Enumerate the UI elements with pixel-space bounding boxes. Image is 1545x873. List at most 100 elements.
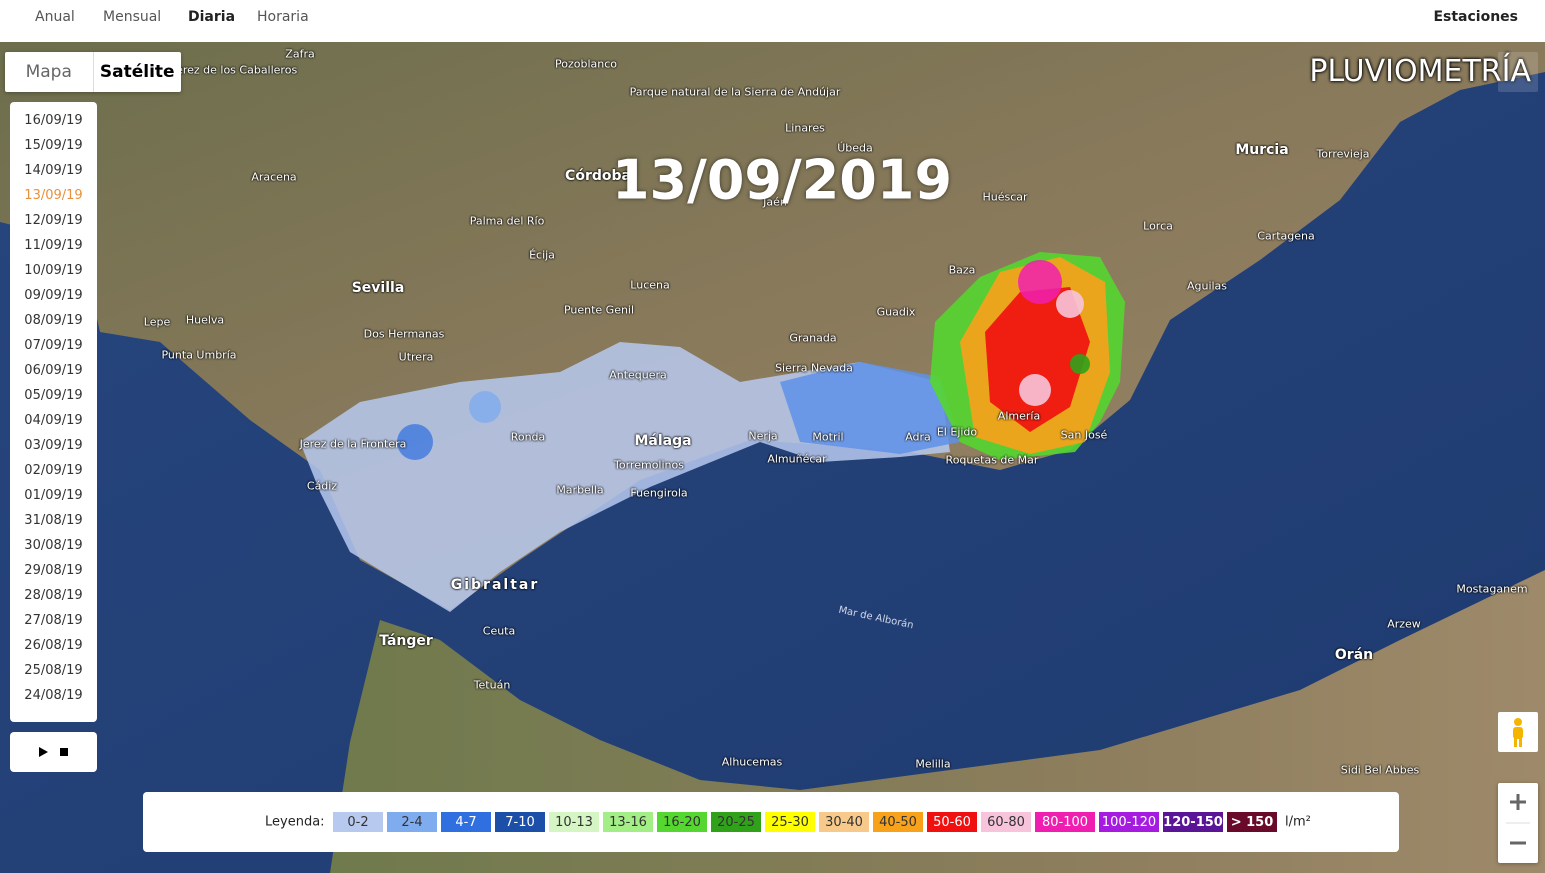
nav-tab[interactable]: Horaria	[257, 9, 309, 25]
fullscreen-button[interactable]	[1498, 52, 1538, 92]
map-label: Punta Umbría	[161, 348, 237, 362]
legend-item: 0-2	[333, 812, 383, 832]
date-list: 16/09/19 15/09/19 14/09/19 13/09/19 12/09/19…	[10, 102, 97, 722]
street-view-button[interactable]	[1498, 712, 1538, 752]
legend-item: 120-150	[1163, 812, 1223, 832]
map-label: Lepe	[143, 315, 171, 329]
map-label: Murcia	[1235, 142, 1289, 158]
map-label: Córdoba	[565, 168, 631, 184]
legend-item: 13-16	[603, 812, 653, 832]
map-label: Marbella	[556, 483, 604, 497]
rain-area-light	[300, 342, 950, 612]
nav-tab[interactable]: Anual	[35, 9, 75, 25]
map-label: Málaga	[634, 433, 692, 449]
map-label: Aguilas	[1186, 279, 1228, 293]
date-item[interactable]: 10/09/19	[24, 263, 83, 278]
legend-label: Leyenda:	[265, 814, 325, 830]
date-item[interactable]: 11/09/19	[24, 238, 83, 253]
zoom-in[interactable]	[1510, 794, 1526, 810]
legend-item: 7-10	[495, 812, 545, 832]
rain-cell	[1019, 374, 1051, 406]
map-label: Alhucemas	[721, 755, 783, 769]
legend-item: 80-100	[1035, 812, 1095, 832]
map-label: Jerez de la Frontera	[299, 437, 407, 451]
legend-item: 100-120	[1099, 812, 1159, 832]
map-label: Antequera	[609, 368, 667, 382]
map-label: Dos Hermanas	[363, 327, 445, 341]
map[interactable]: Zafra Jerez de los Caballeros Pozoblanco…	[0, 42, 1545, 873]
map-label: El Ejido	[936, 425, 978, 439]
map-label: Lorca	[1143, 219, 1173, 233]
map-label: Sierra Nevada	[775, 361, 853, 375]
date-item[interactable]: 25/08/19	[24, 663, 83, 678]
date-item[interactable]: 29/08/19	[24, 563, 83, 578]
legend-item: 60-80	[981, 812, 1031, 832]
date-item[interactable]: 27/08/19	[24, 613, 83, 628]
map-label: Ronda	[510, 430, 546, 444]
date-item[interactable]: 16/09/19	[24, 113, 83, 128]
map-label: Cartagena	[1257, 229, 1315, 243]
map-type-control: Mapa Satélite	[5, 52, 181, 92]
map-label: Sevilla	[351, 280, 405, 296]
zoom-control	[1498, 783, 1538, 863]
date-item[interactable]: 12/09/19	[24, 213, 83, 228]
stations-link[interactable]: Estaciones	[1433, 9, 1518, 25]
date-item[interactable]: 31/08/19	[24, 513, 83, 528]
date-item[interactable]: 05/09/19	[24, 388, 83, 403]
stop-button[interactable]	[60, 748, 68, 756]
date-item[interactable]: 14/09/19	[24, 163, 83, 178]
date-item[interactable]: 08/09/19	[24, 313, 83, 328]
map-label: Adra	[905, 430, 931, 444]
map-label: Guadix	[876, 305, 916, 319]
date-item[interactable]: 03/09/19	[24, 438, 83, 453]
map-label: Tetuán	[473, 678, 511, 692]
map-label: Almería	[997, 409, 1041, 423]
legend-item: 4-7	[441, 812, 491, 832]
date-item[interactable]: 09/09/19	[24, 288, 83, 303]
map-label: Almuñécar	[767, 452, 827, 466]
date-item[interactable]: 01/09/19	[24, 488, 83, 503]
map-label: Linares	[785, 121, 825, 135]
date-item[interactable]: 30/08/19	[24, 538, 83, 553]
map-label: Jerez de los Caballeros	[172, 63, 298, 77]
player-controls	[10, 732, 97, 772]
date-item[interactable]: 26/08/19	[24, 638, 83, 653]
map-label: Tánger	[379, 633, 433, 649]
date-item[interactable]: 04/09/19	[24, 413, 83, 428]
date-item[interactable]: 24/08/19	[24, 688, 83, 703]
rain-cell	[1056, 290, 1084, 318]
map-label: Cádiz	[306, 479, 338, 493]
rain-area-red	[985, 287, 1090, 432]
map-type-button[interactable]: Mapa	[5, 52, 94, 92]
nav-tab[interactable]: Diaria	[188, 9, 236, 25]
date-item[interactable]: 07/09/19	[24, 338, 83, 353]
map-label: Pozoblanco	[554, 57, 618, 71]
player-icons	[39, 747, 68, 757]
rain-cell	[1070, 354, 1090, 374]
legend-item: 40-50	[873, 812, 923, 832]
map-label: Torremolinos	[614, 458, 684, 472]
nav-tab[interactable]: Mensual	[103, 9, 162, 25]
map-label: Sidi Bel Abbes	[1340, 763, 1420, 777]
legend-item: 10-13	[549, 812, 599, 832]
map-label: Orán	[1334, 647, 1374, 663]
date-item[interactable]: 15/09/19	[24, 138, 83, 153]
map-label: Melilla	[915, 757, 951, 771]
date-item[interactable]: 02/09/19	[24, 463, 83, 478]
map-label: Aracena	[251, 170, 297, 184]
date-item[interactable]: 28/08/19	[24, 588, 83, 603]
map-label: Lucena	[630, 278, 670, 292]
map-label: Palma del Río	[469, 214, 545, 228]
legend: Leyenda: l/m² 0-2 2-4 4-7 7-10 10-13 13-16 16-…	[143, 792, 1399, 852]
date-item[interactable]: 06/09/19	[24, 363, 83, 378]
map-label: Arzew	[1387, 617, 1421, 631]
map-label: Écija	[529, 248, 555, 262]
date-item[interactable]: 13/09/19	[24, 188, 83, 203]
top-nav: Anual Mensual Diaria Horaria Estaciones	[0, 0, 1545, 42]
map-label: Gibraltar	[450, 577, 540, 593]
map-type-button[interactable]: Satélite	[99, 62, 175, 82]
legend-item: 20-25	[711, 812, 761, 832]
legend-item: 25-30	[765, 812, 815, 832]
legend-item: 30-40	[819, 812, 869, 832]
play-button[interactable]	[39, 747, 48, 757]
